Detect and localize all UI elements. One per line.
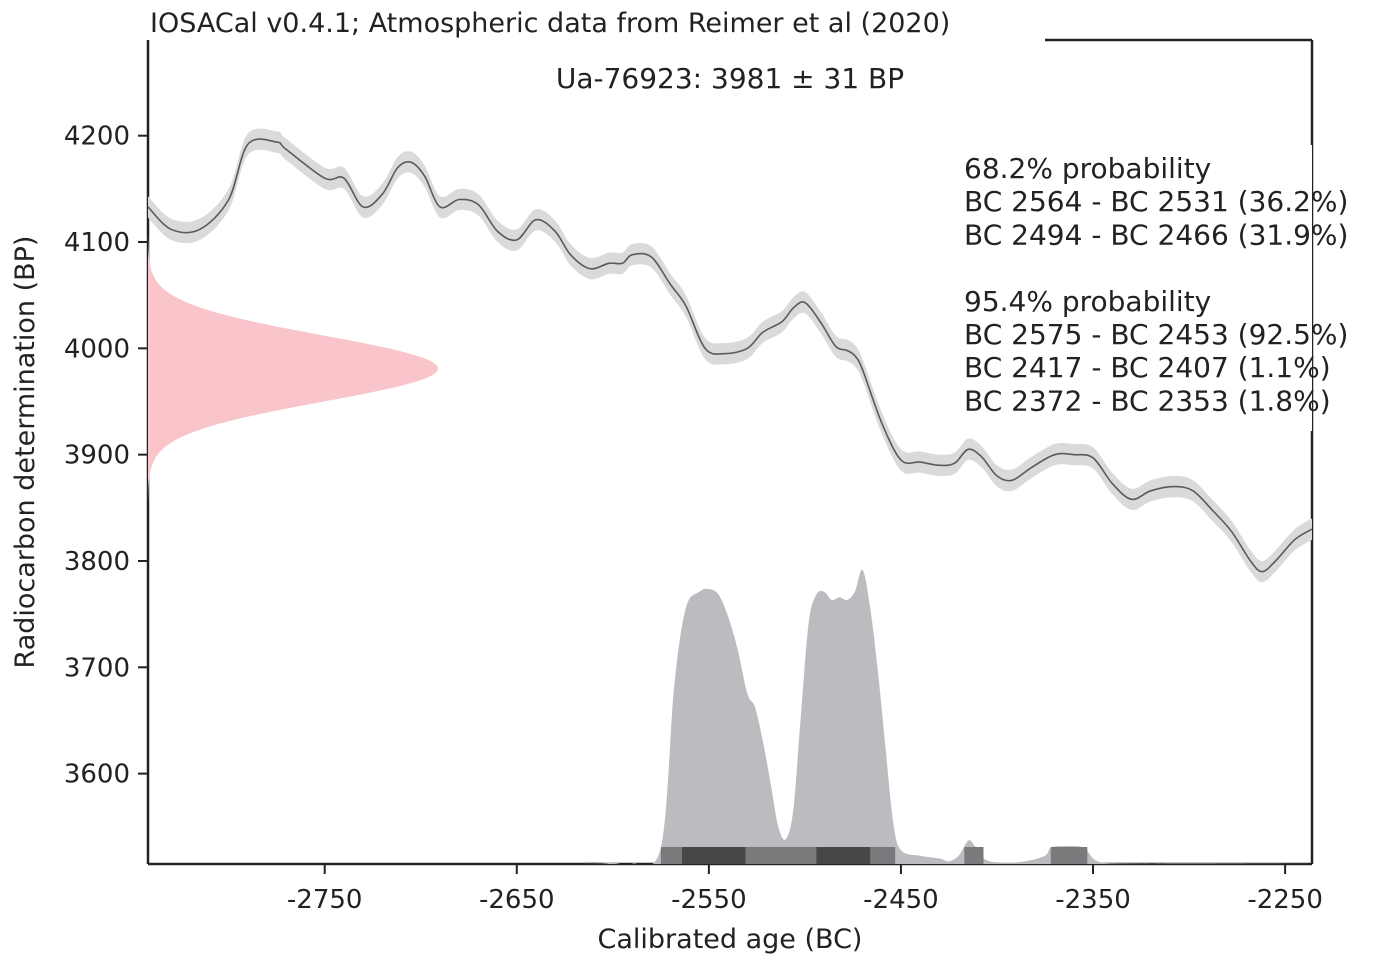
title-background xyxy=(140,0,1045,44)
calibration-curve-band xyxy=(148,128,1312,583)
y-tick-label: 4000 xyxy=(64,334,130,364)
y-tick-label: 3800 xyxy=(64,547,130,577)
hpd-95-bar xyxy=(1050,847,1088,864)
hpd-95-bar xyxy=(964,847,984,864)
hpd-68-bar xyxy=(682,847,746,864)
x-tick-label: -2650 xyxy=(479,885,555,915)
x-tick-label: -2750 xyxy=(287,885,363,915)
annotation-background xyxy=(958,145,1312,431)
y-tick-label: 3600 xyxy=(64,760,130,790)
calibration-curve-line xyxy=(148,138,1312,573)
annotation-line: BC 2564 - BC 2531 (36.2%) xyxy=(964,185,1348,218)
x-tick-label: -2450 xyxy=(863,885,939,915)
y-tick-label: 3900 xyxy=(64,441,130,471)
annotation-line: BC 2372 - BC 2353 (1.8%) xyxy=(964,384,1331,417)
y-tick-label: 3700 xyxy=(64,653,130,683)
y-axis-label: Radiocarbon determination (BP) xyxy=(10,236,41,669)
radiocarbon-density xyxy=(148,236,438,501)
y-tick-label: 4100 xyxy=(64,228,130,258)
hpd-bars xyxy=(660,847,1088,864)
calibrated-distribution xyxy=(148,569,1312,864)
x-tick-label: -2550 xyxy=(671,885,747,915)
y-tick-label: 4200 xyxy=(64,122,130,152)
x-tick-label: -2350 xyxy=(1055,885,1131,915)
y-axis-ticks: 4200 4100 4000 3900 3800 3700 3600 xyxy=(64,122,148,790)
annotation-line: BC 2494 - BC 2466 (31.9%) xyxy=(964,218,1348,251)
chart-subtitle: Ua-76923: 3981 ± 31 BP xyxy=(556,62,904,95)
annotation-line: BC 2417 - BC 2407 (1.1%) xyxy=(964,351,1331,384)
annotation-line: 68.2% probability xyxy=(964,152,1211,185)
chart-title: IOSACal v0.4.1; Atmospheric data from Re… xyxy=(150,8,950,39)
annotation-line: BC 2575 - BC 2453 (92.5%) xyxy=(964,318,1348,351)
x-axis-label: Calibrated age (BC) xyxy=(598,924,863,955)
annotation-line: 95.4% probability xyxy=(964,285,1211,318)
hpd-68-bar xyxy=(816,847,871,864)
x-axis-ticks: -2750 -2650 -2550 -2450 -2350 -2250 xyxy=(287,864,1323,915)
plot-area xyxy=(148,128,1312,864)
x-tick-label: -2250 xyxy=(1247,885,1323,915)
